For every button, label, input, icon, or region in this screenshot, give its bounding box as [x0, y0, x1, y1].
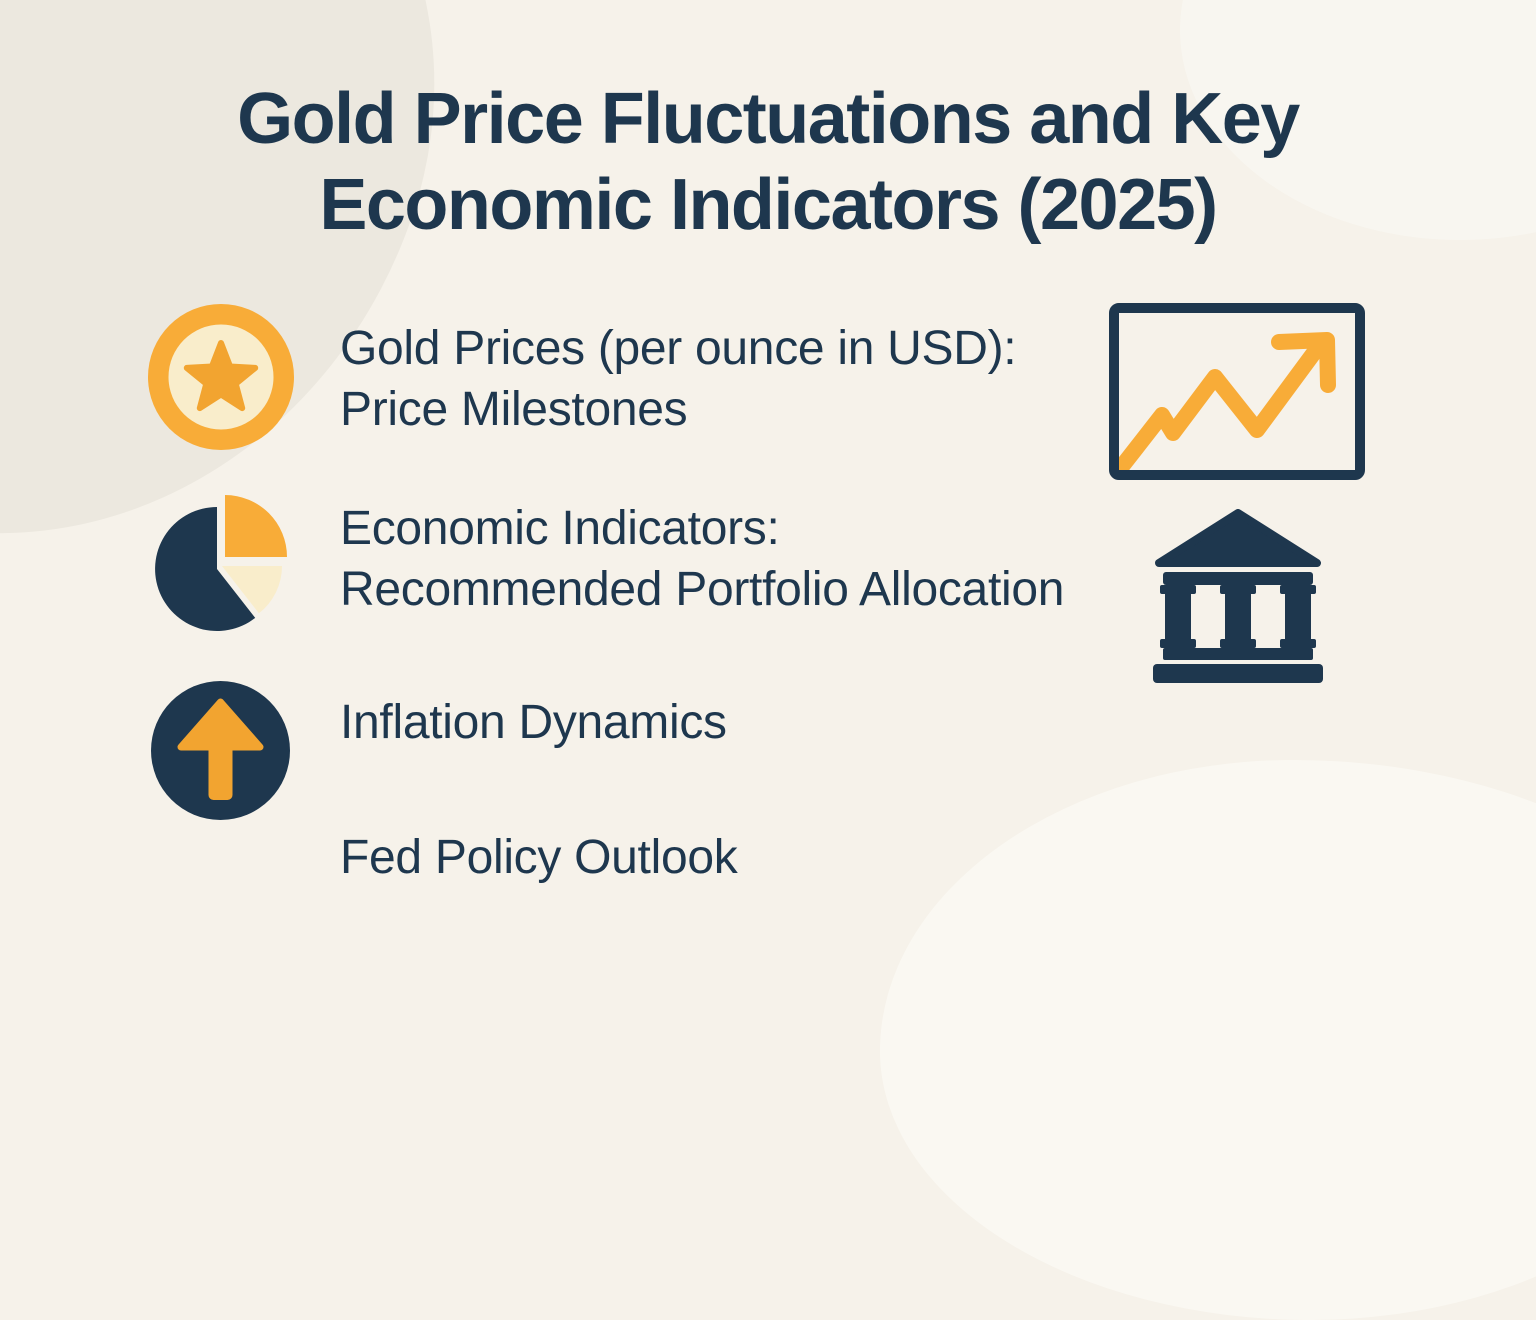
page-title-line-1: Gold Price Fluctuations and Key	[237, 79, 1300, 159]
page-title: Gold Price Fluctuations and Key Economic…	[0, 76, 1536, 248]
upward-trend-line-chart-icon	[1109, 303, 1365, 480]
list-item-label: Gold Prices (per ounce in USD):	[340, 322, 1017, 375]
list-item-economic-indicators: Economic Indicators: Recommended Portfol…	[340, 498, 1064, 620]
list-item-label: Price Milestones	[340, 383, 688, 436]
list-item-gold-prices: Gold Prices (per ounce in USD): Price Mi…	[340, 318, 1017, 440]
list-item-label: Inflation Dynamics	[340, 696, 727, 749]
background-swirl-bottom-right	[880, 760, 1536, 1320]
page-title-line-2: Economic Indicators (2025)	[319, 165, 1218, 245]
list-item-inflation-dynamics: Inflation Dynamics	[340, 692, 727, 753]
list-item-label: Economic Indicators:	[340, 502, 780, 555]
gold-coin-star-icon	[148, 304, 294, 450]
bank-building-icon	[1153, 509, 1323, 683]
up-arrow-circle-icon	[151, 681, 290, 820]
list-item-fed-policy-outlook: Fed Policy Outlook	[340, 827, 738, 888]
list-item-label: Fed Policy Outlook	[340, 831, 738, 884]
list-item-label: Recommended Portfolio Allocation	[340, 563, 1065, 616]
pie-chart-icon	[149, 487, 294, 637]
